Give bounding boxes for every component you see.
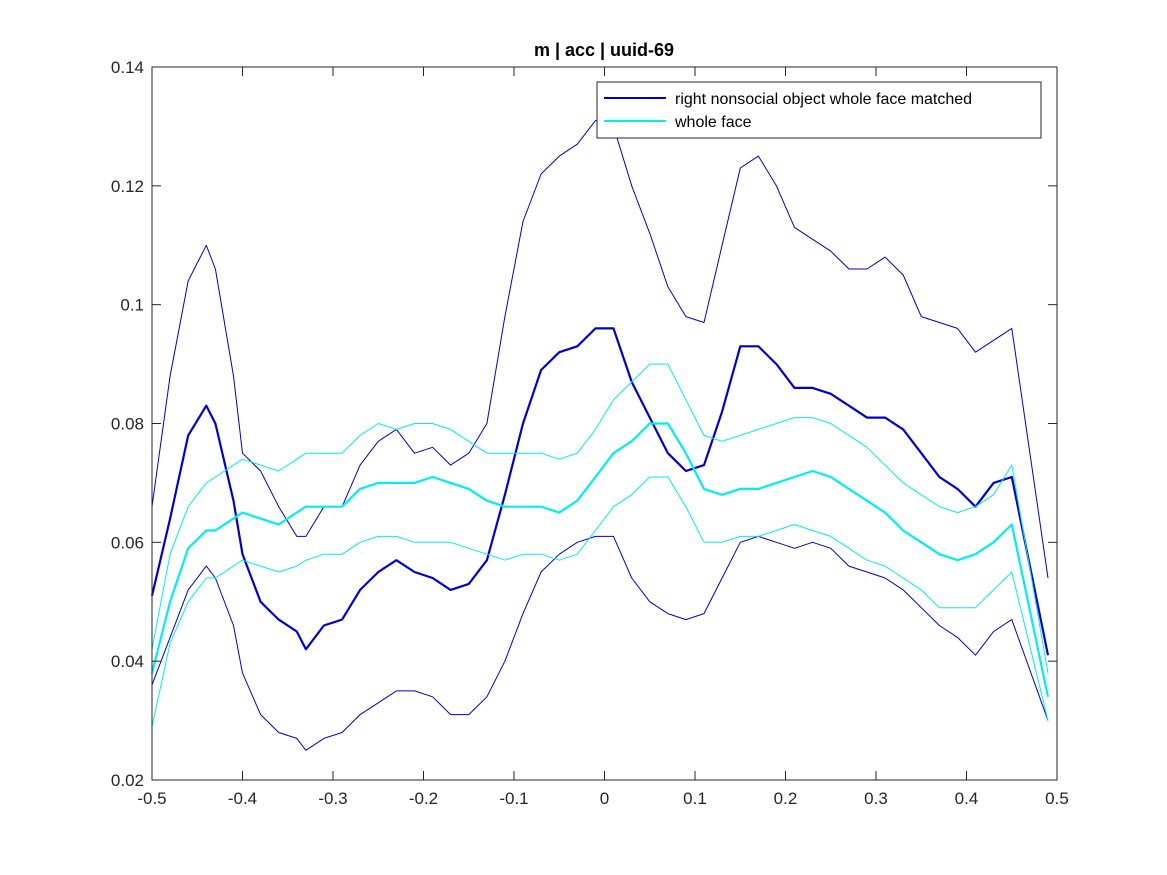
y-tick-label: 0.1 — [120, 296, 144, 315]
legend-box — [596, 81, 1042, 139]
legend-label-right-nonsocial: right nonsocial object whole face matche… — [675, 91, 972, 108]
x-tick-label: 0.5 — [1045, 789, 1069, 808]
y-tick-label: 0.14 — [111, 58, 144, 77]
y-tick-label: 0.04 — [111, 652, 144, 671]
y-tick-label: 0.12 — [111, 177, 144, 196]
x-tick-label: -0.3 — [318, 789, 347, 808]
x-tick-label: -0.1 — [499, 789, 528, 808]
series-line-3-mean — [150, 422, 1050, 698]
plot-area — [152, 67, 1057, 780]
x-tick-label: -0.5 — [137, 789, 166, 808]
series-line-1-upper — [151, 120, 1049, 579]
ticks-layer: -0.5 -0.4 -0.3 -0.2 -0.1 0 0.1 0.2 0.3 0.4 0.5 0.02… — [111, 58, 1069, 808]
series-line-5-lower — [151, 476, 1049, 727]
chart-title: m | acc | uuid-69 — [534, 40, 674, 60]
y-tick-label: 0.08 — [111, 415, 144, 434]
legend-label-whole-face: whole face — [674, 114, 752, 131]
y-tick-label: 0.02 — [111, 771, 144, 790]
series-line-0-mean — [150, 327, 1050, 656]
series-layer — [150, 120, 1050, 751]
x-tick-label: 0.4 — [955, 789, 979, 808]
legend: right nonsocial object whole face matche… — [596, 81, 1042, 139]
x-tick-label: 0.1 — [683, 789, 707, 808]
series-line-4-upper — [151, 363, 1049, 674]
x-tick-label: 0.2 — [774, 789, 798, 808]
x-tick-label: -0.2 — [409, 789, 438, 808]
y-tick-label: 0.06 — [111, 533, 144, 552]
series-line-2-lower — [151, 535, 1049, 751]
x-tick-label: 0 — [600, 789, 609, 808]
x-tick-label: 0.3 — [864, 789, 888, 808]
x-tick-label: -0.4 — [228, 789, 257, 808]
